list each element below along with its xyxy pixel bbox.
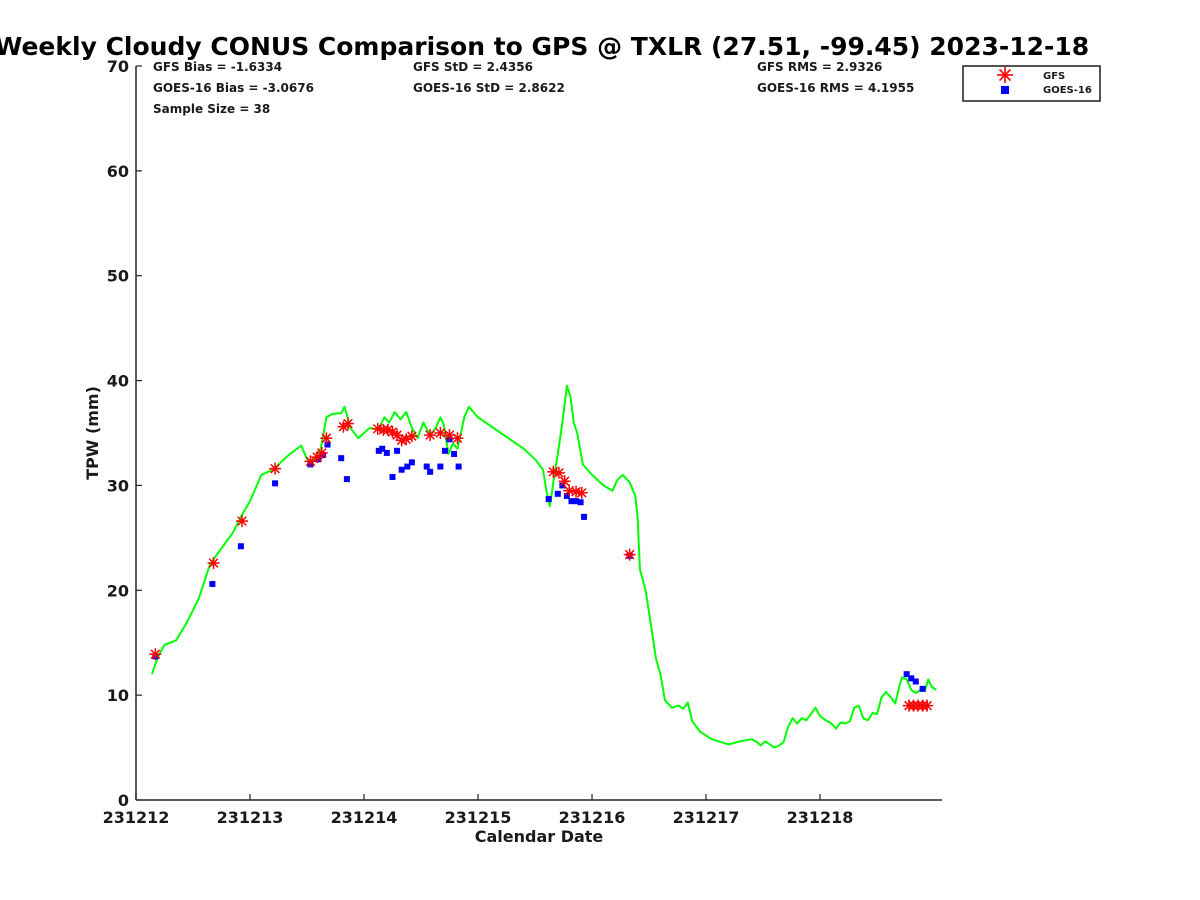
- gfs-bias-text: GFS Bias = -1.6334: [153, 60, 282, 74]
- gfs-rms-text: GFS RMS = 2.9326: [757, 60, 882, 74]
- goes-16-point: [408, 459, 415, 466]
- goes-16-point: [394, 447, 401, 454]
- gfs-point: [315, 446, 328, 459]
- goes-rms-text: GOES-16 RMS = 4.1955: [757, 81, 914, 95]
- axes: [135, 66, 942, 801]
- goes-16-point: [912, 678, 919, 685]
- y-tick-label: 70: [107, 57, 129, 76]
- chart-title: Weekly Cloudy CONUS Comparison to GPS @ …: [0, 32, 1089, 61]
- gfs-point: [563, 484, 576, 497]
- goes-16-point: [338, 455, 345, 462]
- goes-16-point: [272, 480, 279, 487]
- y-tick-label: 20: [107, 581, 129, 600]
- y-tick-label: 60: [107, 162, 129, 181]
- goes-16-point: [209, 580, 216, 587]
- x-tick-label: 231213: [217, 808, 284, 827]
- goes-16-point: [563, 492, 570, 499]
- goes-16-point: [237, 543, 244, 550]
- gfs-point: [405, 430, 418, 443]
- goes-16-point: [903, 671, 910, 678]
- gfs-point: [623, 548, 636, 561]
- legend-gfs-marker-icon: [997, 67, 1013, 83]
- goes-16-point: [545, 496, 552, 503]
- y-ticks: 0 10 20 30 40 50 60 70: [107, 57, 142, 810]
- goes-bias-text: GOES-16 Bias = -3.0676: [153, 81, 314, 95]
- goes-16-point: [423, 463, 430, 470]
- goes-16-point: [441, 447, 448, 454]
- y-tick-label: 40: [107, 372, 129, 391]
- goes-16-point: [404, 463, 411, 470]
- goes-16-point: [324, 441, 331, 448]
- gps-line: [151, 384, 937, 749]
- x-tick-label: 231212: [103, 808, 170, 827]
- y-tick-label: 30: [107, 476, 129, 495]
- goes-16-series: [152, 436, 926, 692]
- goes-16-point: [573, 498, 580, 505]
- legend-goes-label: GOES-16: [1043, 85, 1092, 96]
- gfs-point: [320, 432, 333, 445]
- goes-16-point: [427, 468, 434, 475]
- goes-16-point: [581, 513, 588, 520]
- gfs-point: [342, 417, 355, 430]
- y-tick-label: 50: [107, 267, 129, 286]
- goes-16-point: [437, 463, 444, 470]
- goes-16-point: [383, 449, 390, 456]
- legend: GFS GOES-16: [962, 65, 1101, 102]
- x-tick-label: 231216: [559, 808, 626, 827]
- gfs-point: [434, 427, 447, 439]
- gfs-point: [149, 648, 162, 661]
- y-axis-label: TPW (mm): [83, 386, 102, 480]
- y-tick-label: 0: [118, 791, 129, 810]
- gfs-std-text: GFS StD = 2.4356: [413, 60, 533, 74]
- x-tick-label: 231214: [331, 808, 398, 827]
- gfs-point: [451, 432, 464, 445]
- goes-16-point: [375, 447, 382, 454]
- goes-16-point: [398, 466, 405, 473]
- stats-block: GFS Bias = -1.6334 GOES-16 Bias = -3.067…: [153, 60, 914, 116]
- x-tick-label: 231218: [787, 808, 854, 827]
- goes-16-point: [554, 490, 561, 497]
- gfs-point: [269, 462, 282, 475]
- x-tick-label: 231215: [445, 808, 512, 827]
- goes-16-point: [919, 685, 926, 692]
- legend-gfs-label: GFS: [1043, 71, 1065, 82]
- goes-16-point: [568, 498, 575, 505]
- goes-16-point: [343, 476, 350, 483]
- goes-16-point: [577, 499, 584, 506]
- gfs-point: [424, 429, 437, 442]
- goes-std-text: GOES-16 StD = 2.8622: [413, 81, 565, 95]
- sample-size-text: Sample Size = 38: [153, 102, 270, 116]
- gfs-point: [552, 466, 565, 479]
- x-ticks: 231212 231213 231214 231215 231216 231217 2312…: [103, 794, 854, 827]
- x-tick-label: 231217: [673, 808, 740, 827]
- goes-16-point: [455, 463, 462, 470]
- goes-16-point: [389, 474, 396, 481]
- y-tick-label: 10: [107, 686, 129, 705]
- goes-16-point: [559, 482, 566, 489]
- goes-16-point: [451, 450, 458, 457]
- gfs-point: [304, 455, 317, 468]
- gfs-point: [236, 515, 249, 528]
- gfs-series: [149, 417, 934, 712]
- goes-16-point: [908, 675, 915, 682]
- legend-box: [962, 65, 1101, 102]
- goes-16-point: [379, 445, 386, 452]
- x-axis-label: Calendar Date: [475, 827, 604, 846]
- legend-goes-marker-icon: [1001, 86, 1009, 94]
- gfs-point: [921, 699, 934, 712]
- gfs-point: [207, 557, 220, 570]
- gfs-point: [558, 475, 571, 488]
- gfs-point: [575, 486, 588, 499]
